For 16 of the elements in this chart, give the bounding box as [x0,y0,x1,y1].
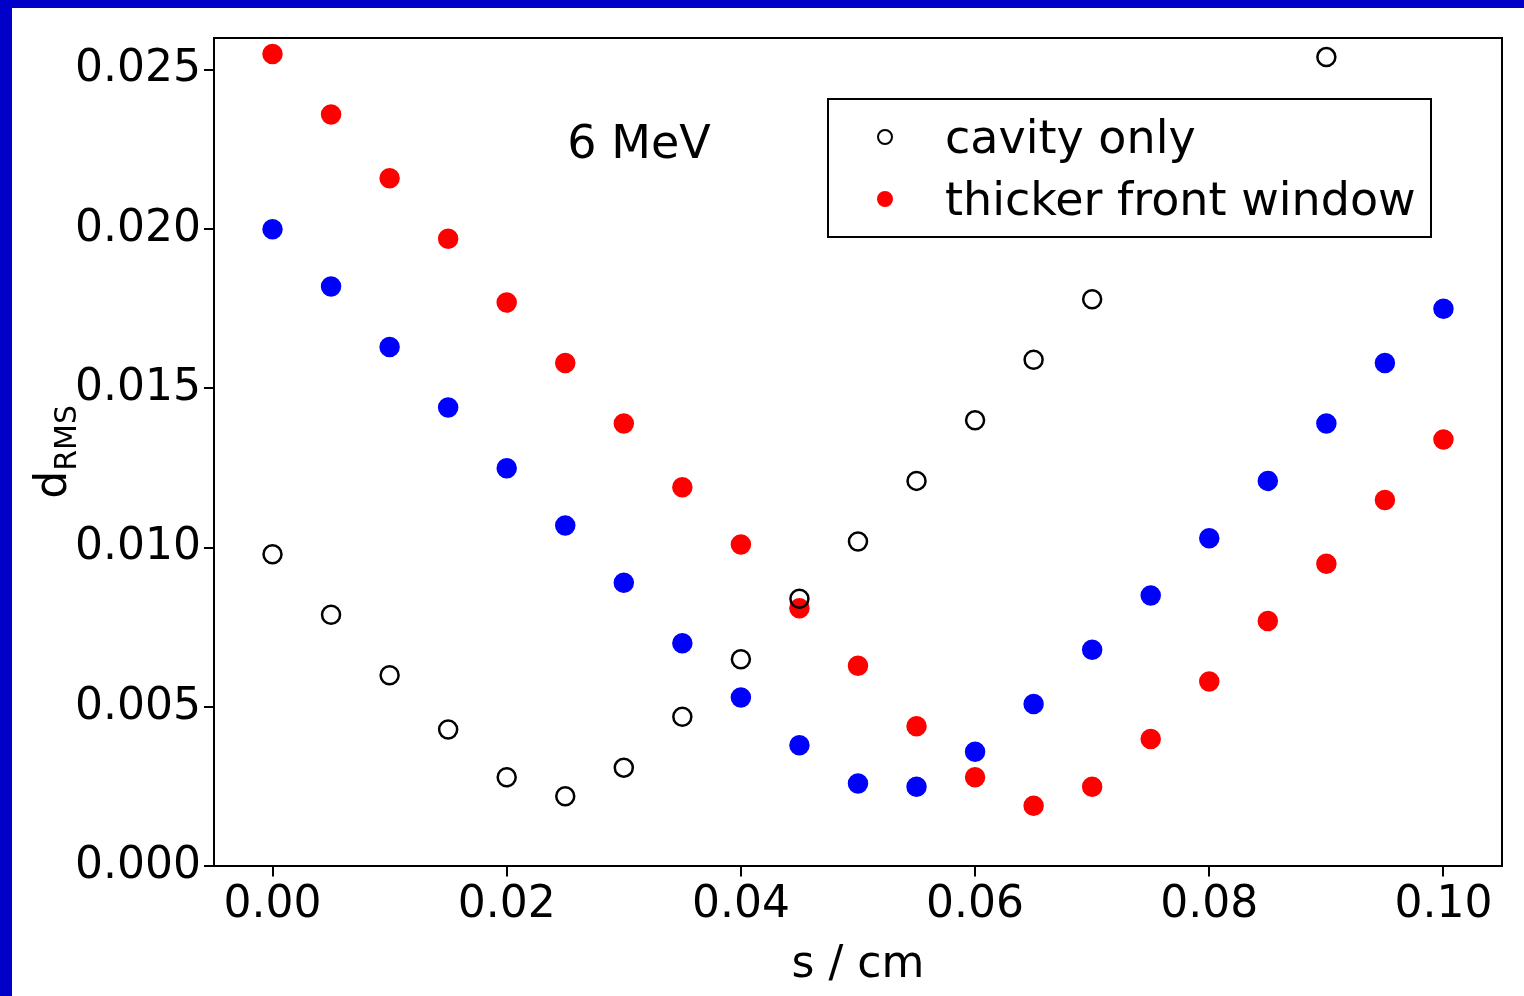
x-tick-label: 0.06 [926,876,1025,928]
x-tick-label: 0.00 [223,876,322,928]
y-tick-label: 0.025 [74,40,201,92]
y-tick-label: 0.010 [74,518,201,570]
annotation: 6 MeV [567,115,712,169]
legend-label: cavity only [945,109,1196,166]
legend-label: thicker front window [945,171,1416,228]
y-tick-label: 0.020 [74,199,201,251]
x-tick-label: 0.10 [1394,876,1493,928]
x-tick-label: 0.02 [457,876,556,928]
y-tick-label: 0.015 [74,358,201,410]
y-tick-label: 0.000 [74,836,201,888]
x-tick-label: 0.08 [1160,876,1259,928]
x-tick-label: 0.04 [691,876,790,928]
y-tick-label: 0.005 [74,677,201,729]
x-axis-title: s / cm [791,936,925,988]
